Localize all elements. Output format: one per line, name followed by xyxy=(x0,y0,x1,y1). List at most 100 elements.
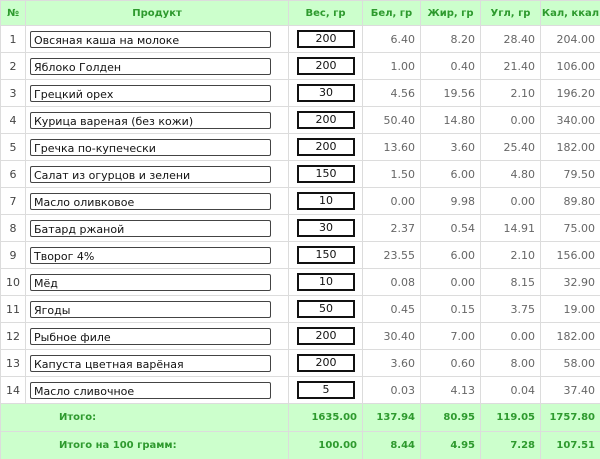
product-cell: Рыбное филе xyxy=(25,322,289,350)
column-header: Вес, гр xyxy=(288,0,363,26)
product-input[interactable]: Масло оливковое xyxy=(30,192,271,210)
product-row: 11 Ягоды 50 0.45 0.15 3.75 19.00 xyxy=(0,295,600,323)
totals-value: 107.51 xyxy=(540,431,600,459)
nutrient-value: 0.03 xyxy=(362,376,421,404)
weight-cell: 200 xyxy=(288,349,363,377)
header-row: № Продукт Вес, гр Бел, гр Жир, гр Угл, гр Кал,… xyxy=(0,0,600,26)
nutrient-value: 106.00 xyxy=(540,52,600,80)
product-input[interactable]: Салат из огурцов и зелени xyxy=(30,165,271,183)
nutrient-value: 0.00 xyxy=(480,322,541,350)
weight-cell: 5 xyxy=(288,376,363,404)
product-input[interactable]: Грецкий орех xyxy=(30,84,271,102)
nutrient-value: 4.56 xyxy=(362,79,421,107)
totals-label: Итого: xyxy=(0,403,289,432)
weight-input[interactable]: 200 xyxy=(297,30,355,48)
nutrient-value: 182.00 xyxy=(540,133,600,161)
nutrient-value: 0.00 xyxy=(480,187,541,215)
nutrient-value: 0.40 xyxy=(420,52,481,80)
product-input[interactable]: Батард ржаной xyxy=(30,219,271,237)
product-row: 6 Салат из огурцов и зелени 150 1.50 6.00 4.8… xyxy=(0,160,600,188)
product-input[interactable]: Курица вареная (без кожи) xyxy=(30,111,271,129)
nutrient-value: 89.80 xyxy=(540,187,600,215)
weight-cell: 200 xyxy=(288,133,363,161)
product-cell: Батард ржаной xyxy=(25,214,289,242)
product-cell: Овсяная каша на молоке xyxy=(25,25,289,53)
weight-input[interactable]: 150 xyxy=(297,165,355,183)
nutrient-value: 0.54 xyxy=(420,214,481,242)
column-header: Кал, ккал xyxy=(540,0,600,26)
nutrient-value: 182.00 xyxy=(540,322,600,350)
weight-cell: 30 xyxy=(288,79,363,107)
nutrient-value: 0.45 xyxy=(362,295,421,323)
product-row: 10 Мёд 10 0.08 0.00 8.15 32.90 xyxy=(0,268,600,296)
nutrient-value: 3.60 xyxy=(362,349,421,377)
weight-input[interactable]: 150 xyxy=(297,246,355,264)
nutrient-value: 75.00 xyxy=(540,214,600,242)
weight-cell: 10 xyxy=(288,268,363,296)
row-number: 13 xyxy=(0,349,26,377)
nutrient-value: 1.00 xyxy=(362,52,421,80)
weight-input[interactable]: 200 xyxy=(297,354,355,372)
row-number: 7 xyxy=(0,187,26,215)
product-input[interactable]: Овсяная каша на молоке xyxy=(30,30,271,48)
nutrient-value: 14.91 xyxy=(480,214,541,242)
weight-input[interactable]: 10 xyxy=(297,273,355,291)
weight-input[interactable]: 10 xyxy=(297,192,355,210)
weight-cell: 30 xyxy=(288,214,363,242)
nutrient-value: 14.80 xyxy=(420,106,481,134)
product-row: 12 Рыбное филе 200 30.40 7.00 0.00 182.00 xyxy=(0,322,600,350)
product-input[interactable]: Яблоко Голден xyxy=(30,57,271,75)
table-footer: Итого: 1635.00 137.94 80.95 119.05 1757.80 Ито… xyxy=(0,403,600,459)
weight-input[interactable]: 30 xyxy=(297,219,355,237)
nutrient-value: 0.00 xyxy=(420,268,481,296)
weight-input[interactable]: 200 xyxy=(297,111,355,129)
weight-cell: 200 xyxy=(288,322,363,350)
totals-row: Итого: 1635.00 137.94 80.95 119.05 1757.80 xyxy=(0,403,600,432)
product-input[interactable]: Мёд xyxy=(30,273,271,291)
nutrient-value: 8.20 xyxy=(420,25,481,53)
weight-input[interactable]: 30 xyxy=(297,84,355,102)
nutrient-value: 340.00 xyxy=(540,106,600,134)
nutrient-value: 6.40 xyxy=(362,25,421,53)
product-input[interactable]: Творог 4% xyxy=(30,246,271,264)
nutrient-value: 19.56 xyxy=(420,79,481,107)
totals-value: 8.44 xyxy=(362,431,421,459)
totals-value: 100.00 xyxy=(288,431,363,459)
product-input[interactable]: Гречка по-купечески xyxy=(30,138,271,156)
product-cell: Гречка по-купечески xyxy=(25,133,289,161)
row-number: 1 xyxy=(0,25,26,53)
row-number: 3 xyxy=(0,79,26,107)
weight-input[interactable]: 5 xyxy=(297,381,355,399)
product-input[interactable]: Ягоды xyxy=(30,300,271,318)
nutrient-value: 156.00 xyxy=(540,241,600,269)
nutrient-value: 2.10 xyxy=(480,241,541,269)
weight-cell: 150 xyxy=(288,160,363,188)
row-number: 2 xyxy=(0,52,26,80)
product-input[interactable]: Рыбное филе xyxy=(30,327,271,345)
nutrient-value: 0.60 xyxy=(420,349,481,377)
product-row: 4 Курица вареная (без кожи) 200 50.40 14.80 0… xyxy=(0,106,600,134)
totals-row: Итого на 100 грамм: 100.00 8.44 4.95 7.28 107… xyxy=(0,431,600,459)
weight-input[interactable]: 200 xyxy=(297,57,355,75)
nutrient-value: 2.10 xyxy=(480,79,541,107)
totals-value: 7.28 xyxy=(480,431,541,459)
weight-cell: 10 xyxy=(288,187,363,215)
nutrient-value: 6.00 xyxy=(420,160,481,188)
totals-value: 80.95 xyxy=(420,403,481,432)
row-number: 9 xyxy=(0,241,26,269)
weight-input[interactable]: 200 xyxy=(297,327,355,345)
product-cell: Масло сливочное xyxy=(25,376,289,404)
product-cell: Яблоко Голден xyxy=(25,52,289,80)
nutrient-value: 196.20 xyxy=(540,79,600,107)
product-input[interactable]: Капуста цветная варёная xyxy=(30,354,271,372)
weight-input[interactable]: 200 xyxy=(297,138,355,156)
product-input[interactable]: Масло сливочное xyxy=(30,381,271,399)
nutrient-value: 9.98 xyxy=(420,187,481,215)
weight-input[interactable]: 50 xyxy=(297,300,355,318)
nutrient-value: 58.00 xyxy=(540,349,600,377)
nutrient-value: 50.40 xyxy=(362,106,421,134)
weight-cell: 200 xyxy=(288,52,363,80)
product-cell: Масло оливковое xyxy=(25,187,289,215)
nutrient-value: 23.55 xyxy=(362,241,421,269)
